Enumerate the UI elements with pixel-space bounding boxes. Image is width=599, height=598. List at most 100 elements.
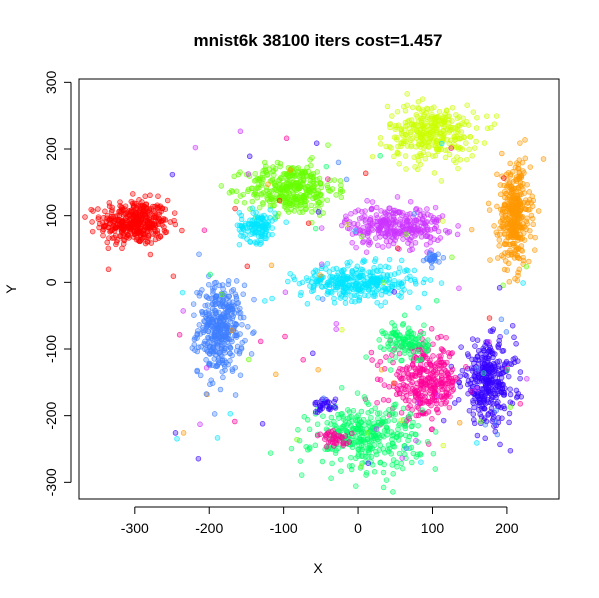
data-point <box>151 214 158 220</box>
data-point <box>272 216 278 222</box>
data-point <box>139 236 145 242</box>
data-point <box>427 361 433 367</box>
data-point <box>374 299 380 306</box>
data-point <box>403 445 410 451</box>
data-point <box>496 285 503 291</box>
data-point <box>356 442 362 448</box>
data-point <box>524 200 531 206</box>
data-point <box>341 267 347 273</box>
data-point <box>507 219 514 226</box>
data-point <box>324 182 330 189</box>
points-layer <box>82 91 547 495</box>
data-point <box>373 451 380 458</box>
data-point <box>390 228 397 234</box>
data-point <box>249 205 256 212</box>
data-point <box>425 106 431 112</box>
data-point <box>390 207 397 214</box>
data-point <box>517 173 524 179</box>
data-point <box>102 208 108 215</box>
data-point <box>522 137 528 143</box>
data-point <box>432 466 439 472</box>
data-point <box>424 348 431 354</box>
data-point <box>212 333 218 340</box>
data-point <box>349 418 355 425</box>
data-point <box>471 416 477 423</box>
data-point <box>432 120 439 126</box>
data-point <box>399 455 405 461</box>
data-point <box>337 178 344 184</box>
data-point <box>440 442 447 449</box>
data-point <box>452 400 458 406</box>
data-point <box>449 378 456 384</box>
data-point <box>245 188 251 195</box>
data-point <box>307 444 313 450</box>
data-point <box>383 354 389 360</box>
data-point <box>348 454 354 461</box>
data-point <box>338 411 344 417</box>
data-point <box>353 483 359 489</box>
data-point <box>170 273 177 279</box>
data-point <box>395 151 402 157</box>
data-point <box>482 435 488 442</box>
data-point <box>233 188 240 195</box>
data-point <box>265 222 271 229</box>
data-point <box>363 354 369 360</box>
data-point <box>422 394 428 400</box>
data-point <box>120 237 127 243</box>
data-point <box>413 431 419 438</box>
data-point <box>203 357 209 363</box>
data-point <box>314 409 321 415</box>
data-point <box>410 226 417 233</box>
data-point <box>171 210 178 216</box>
data-point <box>295 427 301 433</box>
data-point <box>202 346 208 353</box>
data-point <box>412 240 419 246</box>
data-point <box>507 205 513 212</box>
data-point <box>152 210 158 216</box>
data-point <box>295 165 302 171</box>
data-point <box>96 224 102 231</box>
data-point <box>277 175 284 181</box>
data-point <box>390 380 397 386</box>
data-point <box>124 223 130 230</box>
data-point <box>229 368 236 374</box>
data-point <box>512 276 518 282</box>
data-point <box>221 357 228 364</box>
data-point <box>333 435 339 442</box>
data-point <box>233 321 239 328</box>
data-point <box>104 239 110 246</box>
data-point <box>172 221 179 228</box>
data-point <box>469 356 475 363</box>
data-point <box>152 236 159 243</box>
data-point <box>337 456 344 463</box>
data-point <box>391 216 397 223</box>
data-point <box>211 280 218 286</box>
x-tick-label: 0 <box>354 520 362 536</box>
data-point <box>501 188 508 195</box>
data-point <box>164 197 171 204</box>
data-point <box>484 359 491 366</box>
data-point <box>422 276 428 283</box>
data-point <box>453 112 459 118</box>
data-point <box>336 291 343 297</box>
data-point <box>398 417 405 423</box>
data-point <box>148 240 155 246</box>
data-point <box>491 121 498 127</box>
data-point <box>310 188 317 194</box>
data-point <box>250 221 256 227</box>
data-point <box>348 211 354 217</box>
data-point <box>396 265 403 271</box>
data-point <box>356 281 362 288</box>
data-point <box>499 207 506 213</box>
data-point <box>380 221 386 228</box>
data-point <box>265 232 272 238</box>
data-point <box>402 108 409 114</box>
data-point <box>229 338 235 345</box>
data-point <box>432 429 439 435</box>
data-point <box>465 122 472 128</box>
data-point <box>407 289 413 295</box>
data-point <box>540 156 547 162</box>
data-point <box>227 306 234 313</box>
data-point <box>435 237 441 244</box>
data-point <box>511 334 517 341</box>
